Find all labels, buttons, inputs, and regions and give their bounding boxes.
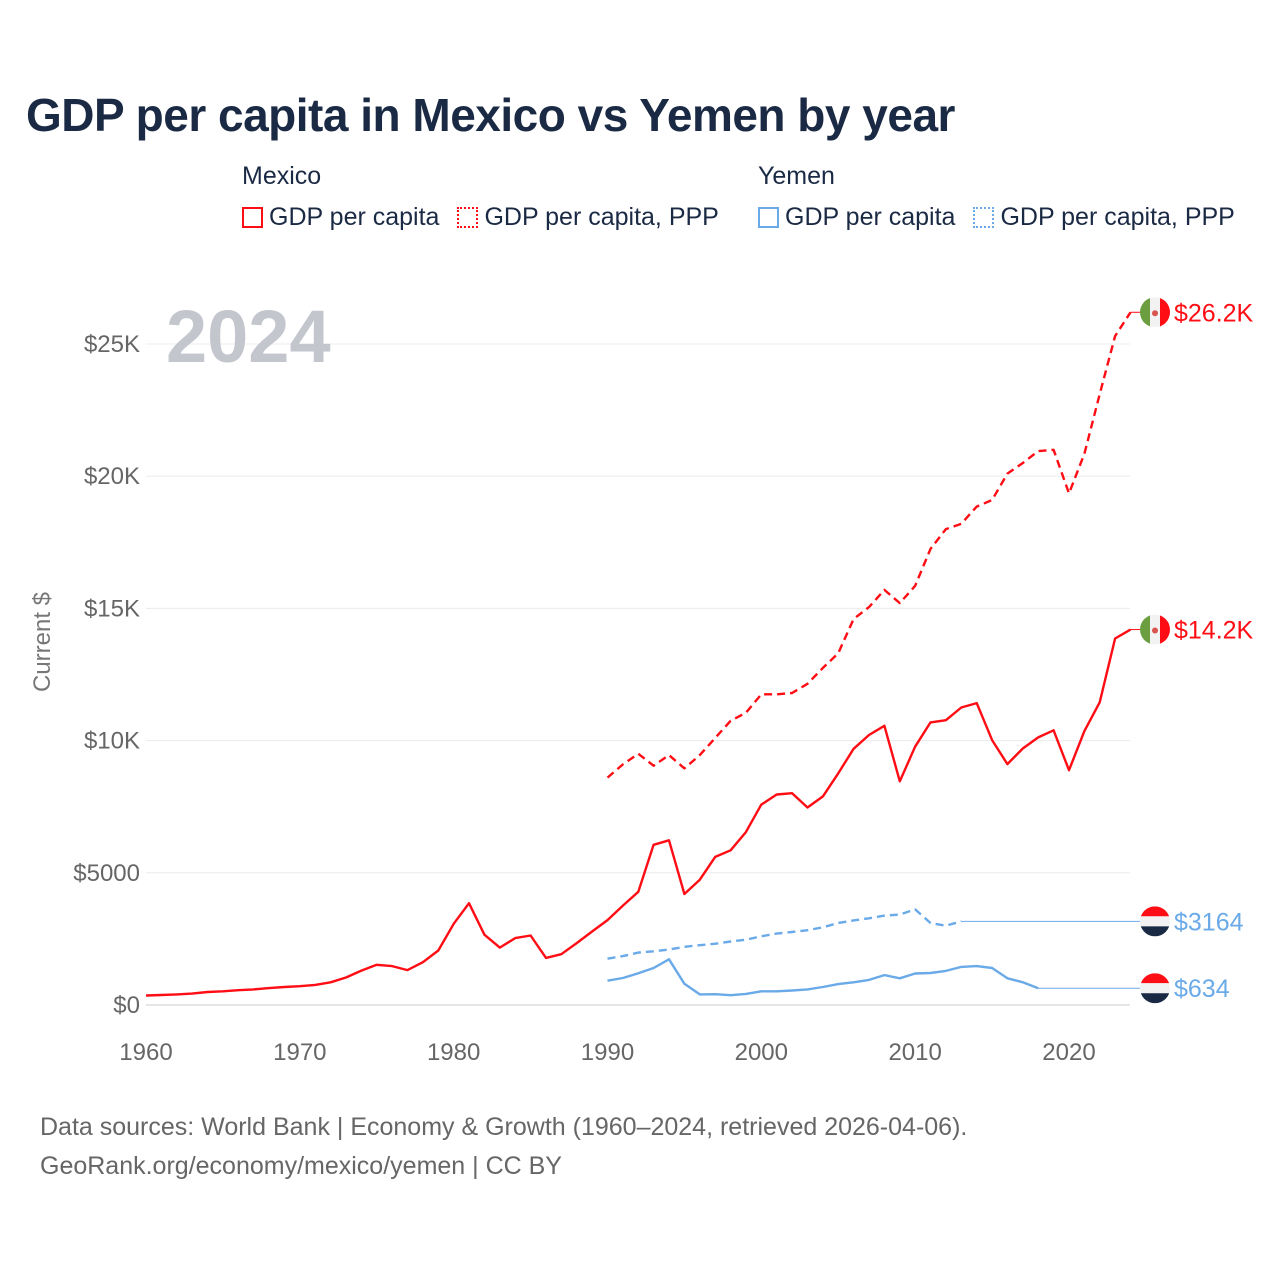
flag-stripe xyxy=(1140,983,1170,994)
x-tick-label: 1960 xyxy=(119,1039,172,1066)
flag-stripe xyxy=(1140,916,1170,927)
y-tick-label: $20K xyxy=(84,463,140,490)
x-tick-label: 2000 xyxy=(735,1039,788,1066)
y-tick-label: $15K xyxy=(84,595,140,622)
flag-stripe xyxy=(1140,926,1170,937)
legend-group-label: Yemen xyxy=(758,162,835,190)
flag-emblem xyxy=(1152,627,1158,634)
legend-label: GDP per capita xyxy=(269,203,440,231)
legend-label: GDP per capita, PPP xyxy=(1000,203,1235,231)
end-value-label: $634 xyxy=(1174,975,1230,1003)
year-watermark: 2024 xyxy=(166,295,331,378)
legend-item-mexico-ppp[interactable]: GDP per capita, PPP xyxy=(457,203,719,232)
footer: Data sources: World Bank | Economy & Gro… xyxy=(40,1108,967,1186)
legend-label: GDP per capita, PPP xyxy=(484,203,719,231)
legend-item-yemen-ppp[interactable]: GDP per capita, PPP xyxy=(973,203,1235,232)
y-tick-label: $25K xyxy=(84,331,140,358)
flag-stripe xyxy=(1160,297,1170,328)
x-tick-label: 1970 xyxy=(273,1039,326,1066)
legend-swatch-dotted xyxy=(457,207,479,228)
flag-emblem xyxy=(1152,310,1158,317)
yemen-flag-icon xyxy=(1140,973,1170,1004)
flag-stripe xyxy=(1140,993,1170,1004)
x-tick-label: 2020 xyxy=(1042,1039,1095,1066)
y-tick-label: $5000 xyxy=(73,860,140,887)
flag-stripe xyxy=(1140,614,1150,645)
flag-stripe xyxy=(1140,973,1170,984)
legend-swatch-dotted xyxy=(973,207,995,228)
end-value-label: $3164 xyxy=(1174,908,1244,936)
flag-stripe xyxy=(1140,297,1150,328)
x-tick-label: 1980 xyxy=(427,1039,480,1066)
data-source-note: Data sources: World Bank | Economy & Gro… xyxy=(40,1113,968,1141)
chart-title: GDP per capita in Mexico vs Yemen by yea… xyxy=(26,89,955,141)
series-line-mexico-gdp-per-capita-ppp xyxy=(606,311,1132,779)
legend-group-mexico: Mexico GDP per capita GDP per capita, PP… xyxy=(242,162,719,232)
y-tick-label: $0 xyxy=(113,992,140,1019)
legend-group-label: Mexico xyxy=(242,162,322,190)
y-axis-label: Current $ xyxy=(29,592,56,692)
end-value-label: $26.2K xyxy=(1174,299,1254,327)
legend-item-mexico-gdp[interactable]: GDP per capita xyxy=(242,203,439,232)
legend-group-yemen: Yemen GDP per capita GDP per capita, PPP xyxy=(758,162,1235,232)
attribution-link[interactable]: GeoRank.org/economy/mexico/yemen | CC BY xyxy=(40,1152,562,1180)
flag-stripe xyxy=(1160,614,1170,645)
x-tick-label: 2010 xyxy=(888,1039,941,1066)
series-line-mexico-gdp-per-capita xyxy=(145,628,1132,997)
end-value-label: $14.2K xyxy=(1174,617,1254,645)
yemen-flag-icon xyxy=(1140,906,1170,937)
series-line-yemen-gdp-per-capita xyxy=(607,958,1039,997)
y-tick-label: $10K xyxy=(84,728,140,755)
flag-stripe xyxy=(1140,906,1170,917)
legend-label: GDP per capita xyxy=(785,203,956,231)
series-line-yemen-gdp-per-capita-ppp xyxy=(607,908,962,960)
legend-item-yemen-gdp[interactable]: GDP per capita xyxy=(758,203,955,232)
legend-swatch-solid xyxy=(242,207,263,228)
mexico-flag-icon xyxy=(1140,297,1170,328)
x-tick-label: 1990 xyxy=(581,1039,634,1066)
mexico-flag-icon xyxy=(1140,614,1170,645)
legend-swatch-solid xyxy=(758,207,779,228)
